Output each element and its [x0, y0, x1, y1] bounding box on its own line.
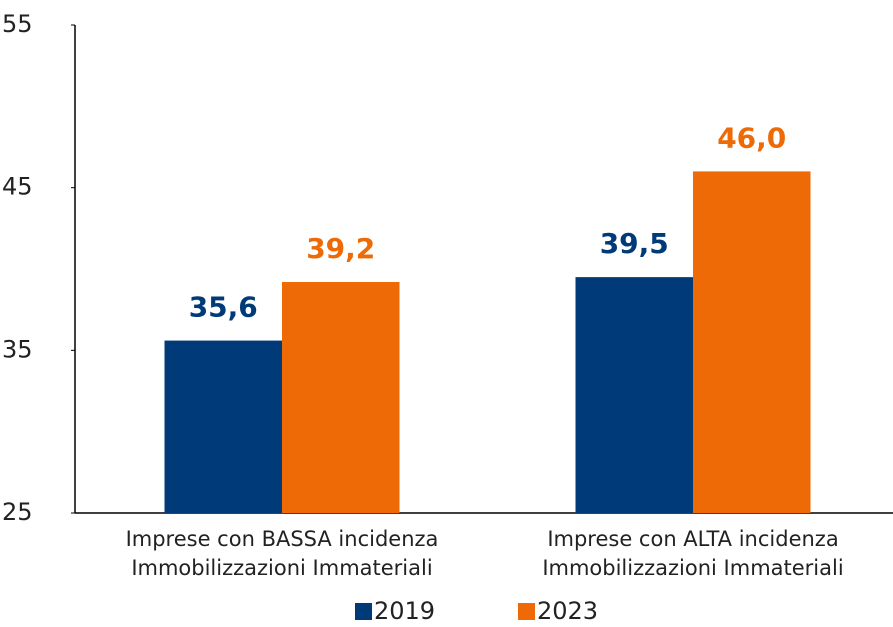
value-label: 39,5 [600, 227, 669, 260]
bar [282, 282, 400, 513]
x-tick-label: Imprese con ALTA incidenza Immobilizzazi… [542, 527, 844, 580]
legend-label: 2023 [537, 597, 598, 625]
bar [693, 171, 811, 513]
y-tick-label: 45 [2, 173, 33, 201]
bar [164, 340, 282, 513]
legend-swatch [355, 603, 372, 620]
bar [575, 277, 693, 513]
value-label: 35,6 [189, 291, 258, 324]
y-tick-label: 35 [2, 335, 33, 363]
y-tick-label: 25 [2, 498, 33, 526]
legend-swatch [518, 603, 535, 620]
x-tick-label: Imprese con BASSA incidenza Immobilizzaz… [125, 527, 439, 580]
value-label: 39,2 [306, 232, 375, 265]
legend-label: 2019 [374, 597, 435, 625]
y-tick-label: 55 [2, 10, 33, 38]
value-label: 46,0 [717, 121, 786, 154]
